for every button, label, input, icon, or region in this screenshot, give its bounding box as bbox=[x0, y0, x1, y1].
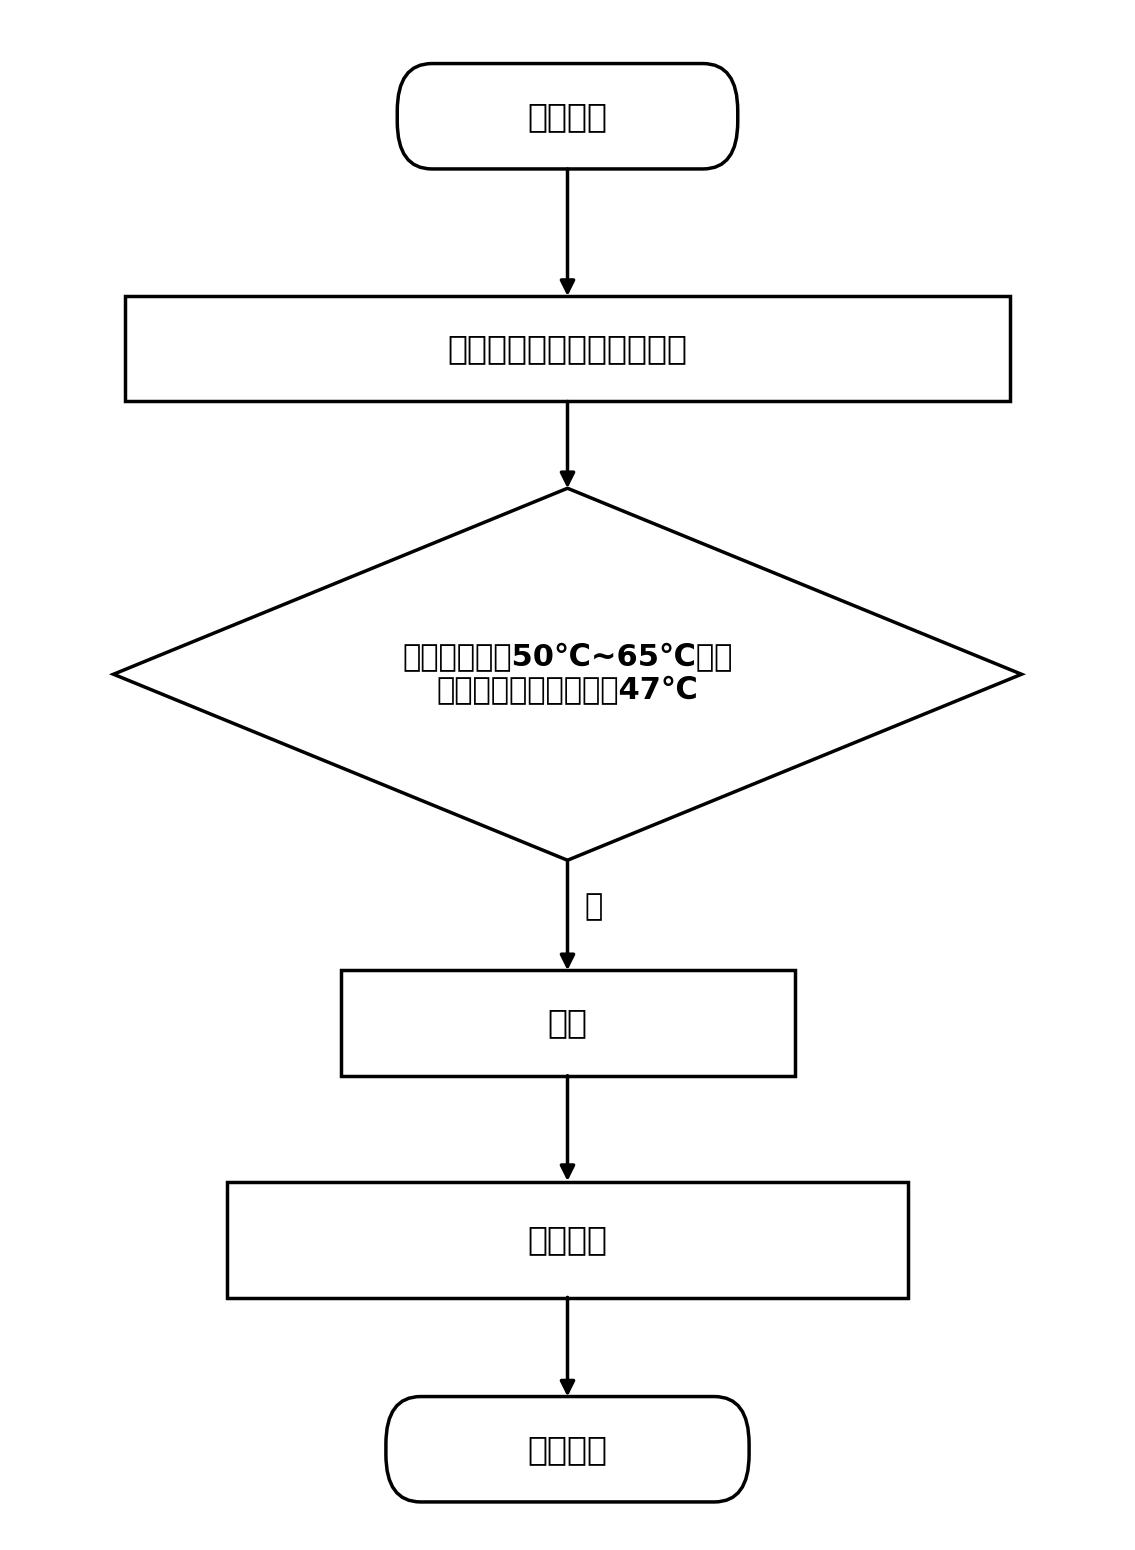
Text: 实时监测皮肤组织表面温度: 实时监测皮肤组织表面温度 bbox=[447, 332, 688, 366]
Text: 治疗结束: 治疗结束 bbox=[528, 1432, 607, 1466]
Polygon shape bbox=[114, 488, 1022, 860]
FancyBboxPatch shape bbox=[386, 1397, 749, 1502]
FancyBboxPatch shape bbox=[397, 64, 738, 169]
Text: 治疗停止: 治疗停止 bbox=[528, 1223, 607, 1257]
Text: 治疗开始: 治疗开始 bbox=[528, 99, 607, 133]
Text: 报警: 报警 bbox=[547, 1006, 588, 1040]
FancyBboxPatch shape bbox=[340, 970, 794, 1076]
Text: 脂肪层温度在50℃~65℃内，
且表皮和真皮温度小于47℃: 脂肪层温度在50℃~65℃内， 且表皮和真皮温度小于47℃ bbox=[402, 643, 733, 705]
FancyBboxPatch shape bbox=[125, 296, 1010, 401]
Text: 否: 否 bbox=[585, 893, 603, 921]
FancyBboxPatch shape bbox=[227, 1181, 908, 1299]
